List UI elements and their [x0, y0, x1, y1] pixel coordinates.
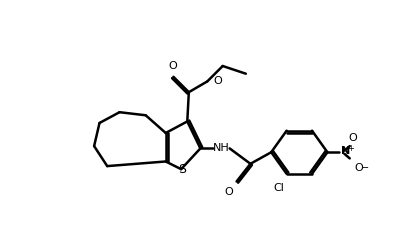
Text: O: O — [354, 163, 362, 173]
Text: O: O — [224, 187, 232, 197]
Text: N: N — [341, 146, 350, 157]
Text: Cl: Cl — [273, 183, 284, 193]
Text: NH: NH — [212, 143, 229, 153]
Text: −: − — [360, 163, 368, 173]
Text: O: O — [347, 133, 356, 143]
Text: O: O — [213, 76, 222, 86]
Text: O: O — [168, 61, 177, 71]
Text: +: + — [347, 144, 354, 153]
Text: S: S — [177, 163, 185, 176]
